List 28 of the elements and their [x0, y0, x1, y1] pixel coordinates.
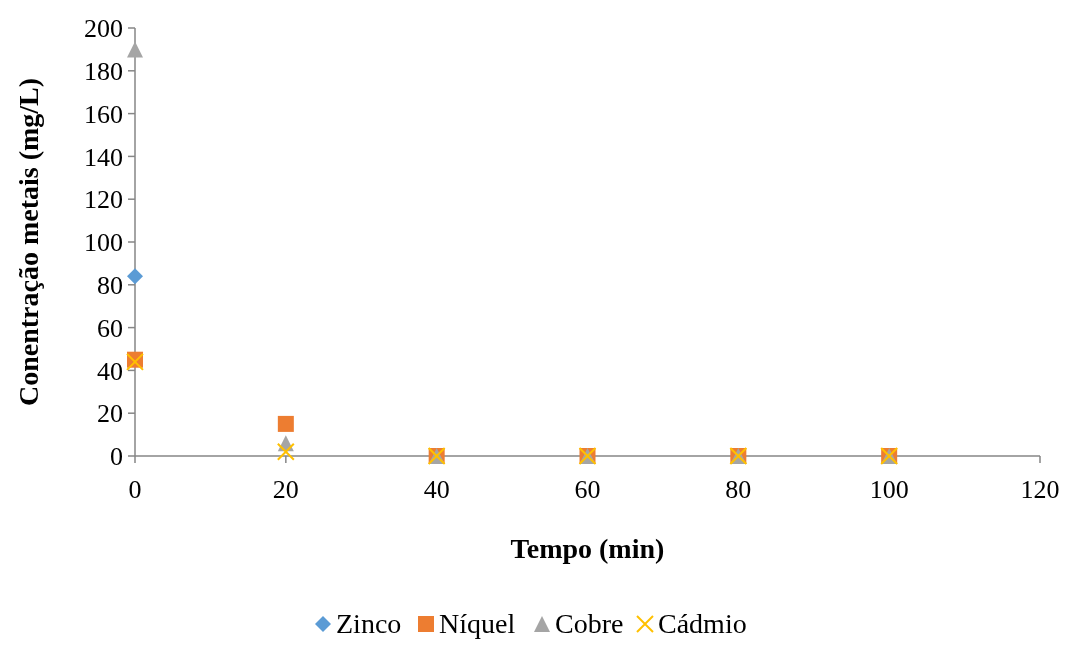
y-tick-label: 80 — [97, 270, 123, 300]
x-tick-label: 80 — [725, 475, 752, 504]
x-axis-title: Tempo (min) — [510, 533, 665, 564]
y-axis-title: Conentração metais (mg/L) — [13, 77, 44, 407]
x-tick-label: 40 — [423, 475, 450, 504]
x-tick-label: 20 — [272, 475, 299, 504]
y-tick-label: 200 — [84, 14, 123, 44]
legend-label: Zinco — [336, 608, 402, 639]
legend-label: Cobre — [555, 608, 624, 639]
y-tick-label: 180 — [84, 56, 123, 86]
y-tick-label: 0 — [110, 442, 123, 472]
y-tick-label: 100 — [84, 228, 123, 258]
point — [127, 268, 143, 285]
y-tick-label: 140 — [84, 142, 123, 172]
legend-label: Cádmio — [658, 608, 747, 639]
y-tick-label: 160 — [84, 99, 123, 129]
legend-label: Níquel — [439, 608, 516, 639]
y-tick-label: 60 — [97, 313, 123, 343]
y-tick-label: 120 — [84, 185, 123, 215]
point — [127, 41, 143, 58]
x-tick-label: 60 — [574, 475, 601, 504]
point — [277, 415, 294, 432]
x-tick-label: 0 — [128, 475, 142, 504]
y-tick-label: 40 — [97, 356, 123, 386]
x-tick-label: 120 — [1020, 475, 1060, 504]
y-tick-label: 20 — [97, 399, 123, 429]
point — [276, 442, 295, 461]
x-tick-label: 100 — [869, 475, 909, 504]
